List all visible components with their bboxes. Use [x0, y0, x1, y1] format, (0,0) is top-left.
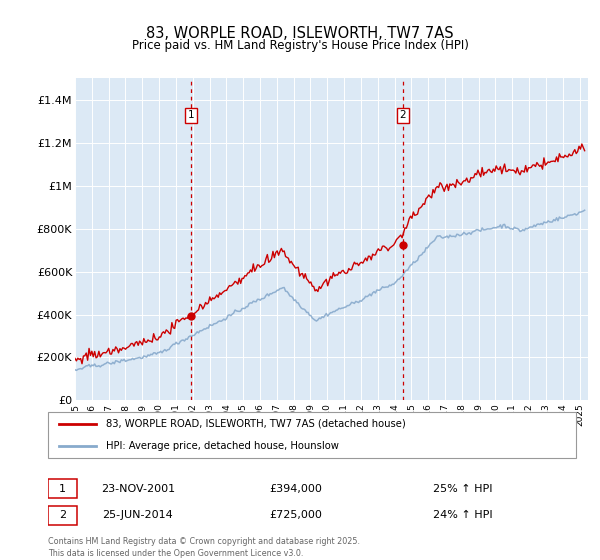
Text: 83, WORPLE ROAD, ISLEWORTH, TW7 7AS: 83, WORPLE ROAD, ISLEWORTH, TW7 7AS: [146, 26, 454, 41]
Text: £394,000: £394,000: [270, 484, 323, 494]
Text: Price paid vs. HM Land Registry's House Price Index (HPI): Price paid vs. HM Land Registry's House …: [131, 39, 469, 52]
Text: 1: 1: [59, 484, 66, 494]
FancyBboxPatch shape: [48, 506, 77, 525]
FancyBboxPatch shape: [48, 479, 77, 498]
Text: Contains HM Land Registry data © Crown copyright and database right 2025.
This d: Contains HM Land Registry data © Crown c…: [48, 537, 360, 558]
Text: 1: 1: [188, 110, 194, 120]
Text: 25% ↑ HPI: 25% ↑ HPI: [433, 484, 493, 494]
Text: 24% ↑ HPI: 24% ↑ HPI: [433, 510, 493, 520]
Text: £725,000: £725,000: [270, 510, 323, 520]
Text: 2: 2: [59, 510, 66, 520]
Text: 23-NOV-2001: 23-NOV-2001: [101, 484, 175, 494]
Text: 25-JUN-2014: 25-JUN-2014: [103, 510, 173, 520]
Text: HPI: Average price, detached house, Hounslow: HPI: Average price, detached house, Houn…: [106, 441, 339, 451]
Text: 83, WORPLE ROAD, ISLEWORTH, TW7 7AS (detached house): 83, WORPLE ROAD, ISLEWORTH, TW7 7AS (det…: [106, 418, 406, 428]
FancyBboxPatch shape: [48, 412, 576, 458]
Text: 2: 2: [400, 110, 406, 120]
